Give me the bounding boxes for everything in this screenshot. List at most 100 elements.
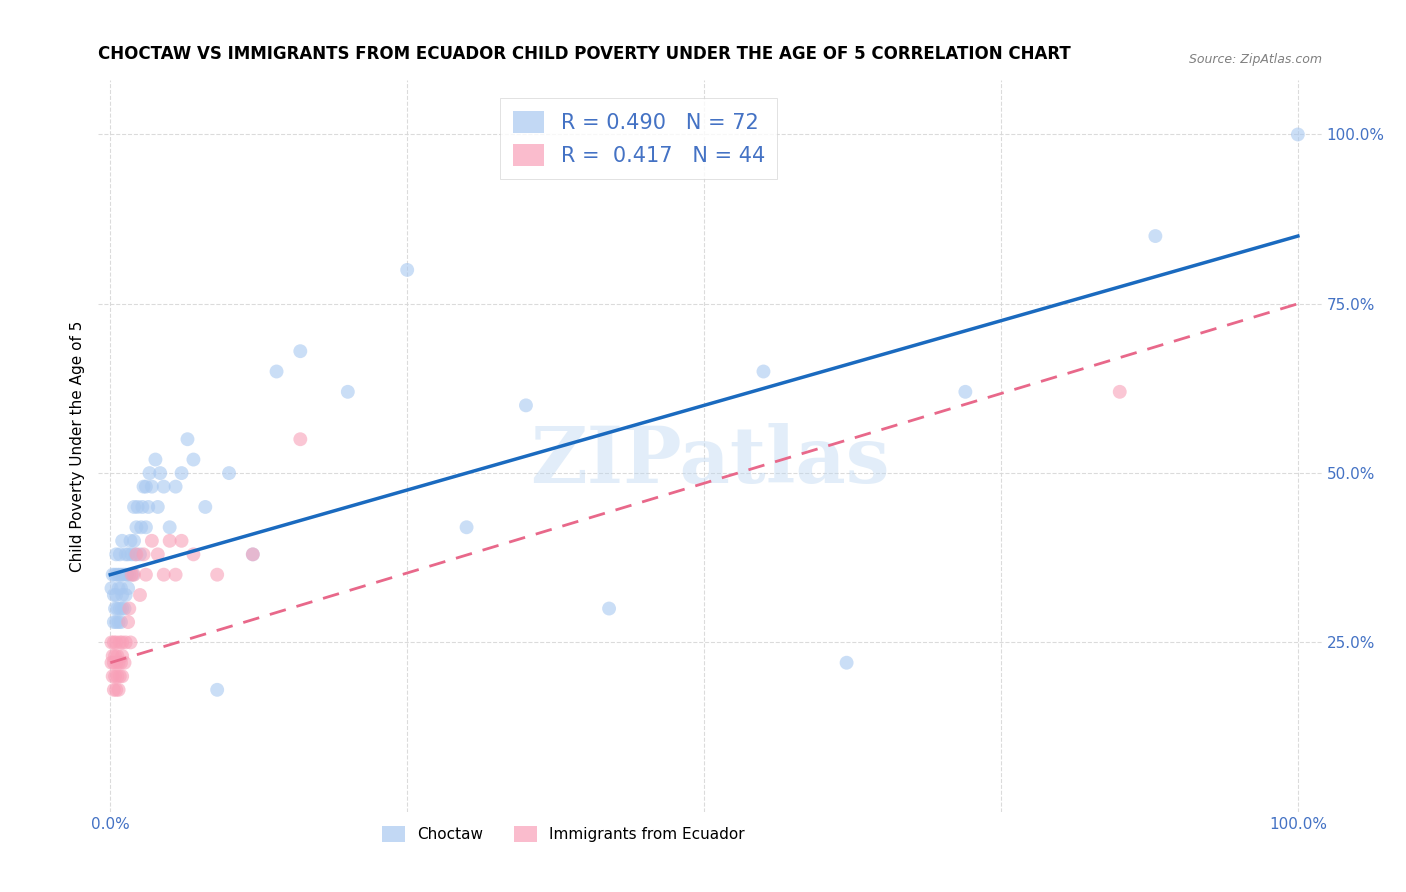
Point (108, 635, 131, 649)
Point (117, 615, 139, 629)
Point (117, 581, 139, 595)
Point (105, 547, 128, 561)
Point (105, 635, 128, 649)
Point (101, 669, 124, 683)
Point (107, 567, 129, 582)
Point (111, 533, 134, 548)
Point (104, 669, 127, 683)
Point (111, 567, 134, 582)
Point (955, 384, 977, 399)
Point (132, 480, 155, 494)
Point (336, 384, 359, 399)
Point (242, 547, 264, 561)
Point (122, 533, 145, 548)
Point (111, 601, 134, 615)
Point (127, 500, 149, 514)
Point (104, 601, 127, 615)
Point (752, 364, 775, 378)
Point (107, 648, 129, 663)
Point (122, 567, 145, 582)
Point (108, 567, 131, 582)
Point (135, 567, 157, 582)
Point (105, 682, 128, 697)
Point (114, 635, 136, 649)
Point (218, 466, 240, 480)
Point (125, 520, 148, 534)
Point (100, 656, 122, 670)
Point (131, 500, 153, 514)
Point (129, 520, 152, 534)
Point (129, 588, 152, 602)
Point (101, 567, 124, 582)
Point (1144, 229, 1167, 244)
Point (456, 520, 478, 534)
Point (515, 398, 537, 412)
Point (205, 682, 228, 697)
Point (1286, 128, 1309, 142)
Point (396, 263, 419, 277)
Point (121, 567, 143, 582)
Point (108, 669, 131, 683)
Point (108, 601, 131, 615)
Point (170, 533, 193, 548)
Point (266, 364, 288, 378)
Point (105, 588, 128, 602)
Point (141, 533, 163, 548)
Point (111, 588, 134, 602)
Point (114, 547, 136, 561)
Point (105, 615, 128, 629)
Point (114, 656, 136, 670)
Point (110, 581, 132, 595)
Point (135, 480, 157, 494)
Point (835, 656, 858, 670)
Point (121, 567, 143, 582)
Point (170, 466, 193, 480)
Point (120, 533, 142, 548)
Point (152, 480, 174, 494)
Point (129, 547, 152, 561)
Point (103, 635, 125, 649)
Point (107, 682, 129, 697)
Point (111, 669, 134, 683)
Point (103, 588, 125, 602)
Point (146, 500, 169, 514)
Point (104, 648, 127, 663)
Point (122, 500, 145, 514)
Point (118, 567, 141, 582)
Text: CHOCTAW VS IMMIGRANTS FROM ECUADOR CHILD POVERTY UNDER THE AGE OF 5 CORRELATION : CHOCTAW VS IMMIGRANTS FROM ECUADOR CHILD… (98, 45, 1071, 63)
Point (101, 648, 124, 663)
Text: Source: ZipAtlas.com: Source: ZipAtlas.com (1188, 53, 1322, 66)
Point (108, 547, 131, 561)
Point (107, 601, 129, 615)
Point (159, 520, 181, 534)
Point (146, 547, 169, 561)
Point (107, 669, 129, 683)
Point (165, 567, 187, 582)
Point (242, 547, 264, 561)
Point (110, 615, 132, 629)
Point (114, 588, 136, 602)
Point (132, 547, 155, 561)
Point (103, 656, 125, 670)
Point (107, 615, 129, 629)
Legend: R = 0.490   N = 72, R =  0.417   N = 44: R = 0.490 N = 72, R = 0.417 N = 44 (501, 98, 778, 178)
Point (290, 432, 312, 446)
Point (135, 520, 157, 534)
Point (152, 567, 174, 582)
Point (183, 452, 205, 467)
Y-axis label: Child Poverty Under the Age of 5: Child Poverty Under the Age of 5 (69, 320, 84, 572)
Point (105, 656, 128, 670)
Point (114, 601, 136, 615)
Point (1108, 384, 1130, 399)
Point (194, 500, 217, 514)
Point (183, 547, 205, 561)
Point (136, 500, 159, 514)
Point (111, 648, 134, 663)
Point (110, 656, 132, 670)
Point (118, 601, 141, 615)
Point (107, 656, 129, 670)
Point (159, 533, 181, 548)
Point (100, 635, 122, 649)
Point (149, 466, 172, 480)
Point (100, 581, 122, 595)
